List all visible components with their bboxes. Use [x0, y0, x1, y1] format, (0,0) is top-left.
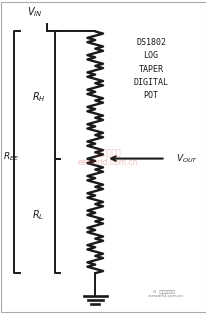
- Text: $R_H$: $R_H$: [32, 90, 46, 104]
- Text: $V_{OUT}$: $V_{OUT}$: [175, 152, 197, 165]
- Text: 电子工程世界
eeworld.com.cn: 电子工程世界 eeworld.com.cn: [77, 148, 137, 167]
- Text: DS1802
LOG
TAPER
DIGITAL
POT: DS1802 LOG TAPER DIGITAL POT: [133, 38, 168, 100]
- Text: $R_L$: $R_L$: [32, 208, 44, 222]
- Text: $R_{EE}$: $R_{EE}$: [3, 151, 19, 163]
- Text: G  电子工程世界
    eeworld.com.cn: G 电子工程世界 eeworld.com.cn: [143, 289, 183, 298]
- Text: $V_{IN}$: $V_{IN}$: [27, 5, 42, 19]
